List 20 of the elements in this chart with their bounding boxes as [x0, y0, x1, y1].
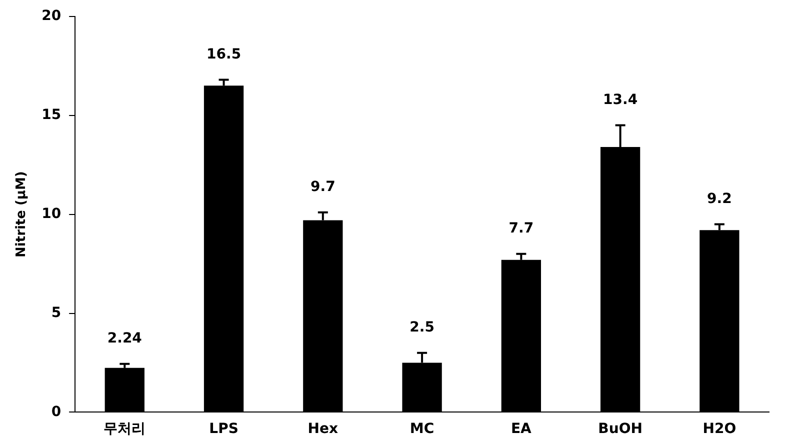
data-label: 16.5	[206, 46, 242, 62]
y-tick-label: 15	[42, 106, 62, 123]
data-label: 9.2	[707, 190, 732, 207]
data-label: 7.7	[508, 220, 534, 237]
data-label: 2.5	[410, 319, 434, 336]
y-tick-label: 10	[42, 206, 62, 222]
x-tick-label: LPS	[209, 421, 238, 438]
y-tick-label: 20	[42, 8, 62, 24]
data-label: 13.4	[603, 92, 638, 108]
data-label: 9.7	[310, 178, 336, 195]
x-tick-label: BuOH	[598, 421, 642, 438]
x-tick-label: MC	[410, 421, 434, 438]
y-tick-label: 5	[51, 304, 62, 321]
data-label: 2.24	[107, 330, 142, 347]
y-axis-title: Nitrite (μM)	[14, 171, 30, 258]
y-tick-label: 0	[51, 404, 62, 420]
x-tick-label: EA	[510, 421, 532, 438]
x-tick-label: H2O	[702, 421, 736, 438]
x-tick-label: Hex	[308, 421, 338, 438]
x-tick-label: 무처리	[104, 421, 146, 438]
